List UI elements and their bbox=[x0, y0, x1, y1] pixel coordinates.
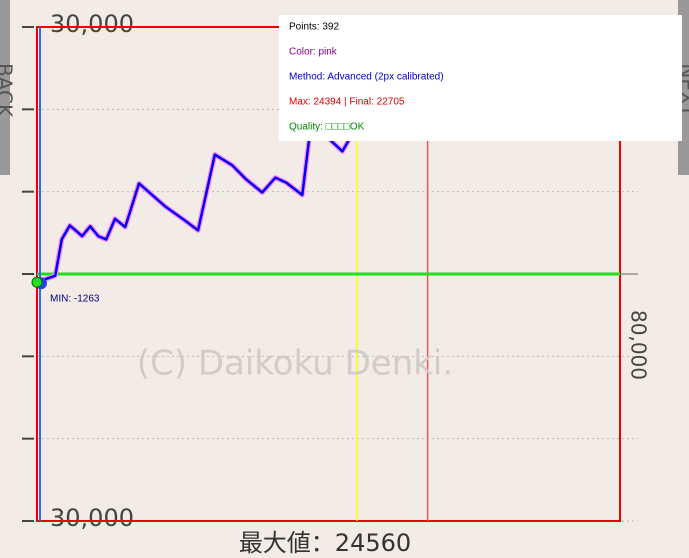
y-tick-label: 30,000 bbox=[50, 10, 134, 38]
panel-color: Color: pink bbox=[289, 47, 338, 58]
back-label[interactable]: BACK bbox=[0, 63, 17, 118]
chart-title: 最大値：24560 bbox=[239, 529, 411, 557]
data-line bbox=[36, 128, 356, 284]
start-point bbox=[31, 276, 43, 288]
x-tick-label: 80,000 bbox=[627, 310, 651, 380]
y-tick-label: 30,000 bbox=[50, 504, 134, 532]
panel-max: Max: 24394 | Final: 22705 bbox=[289, 97, 405, 108]
info-panel bbox=[279, 15, 682, 141]
back-button[interactable] bbox=[0, 0, 10, 175]
min-annotation: MIN: -1263 bbox=[50, 294, 100, 305]
panel-quality: Quality: □□□□OK bbox=[289, 122, 365, 133]
panel-method: Method: Advanced (2px calibrated) bbox=[289, 72, 444, 83]
watermark: (C) Daikoku Denki. bbox=[137, 344, 453, 384]
panel-points: Points: 392 bbox=[289, 22, 339, 33]
plot: 30,000 30,000 80,000 bbox=[22, 10, 651, 532]
